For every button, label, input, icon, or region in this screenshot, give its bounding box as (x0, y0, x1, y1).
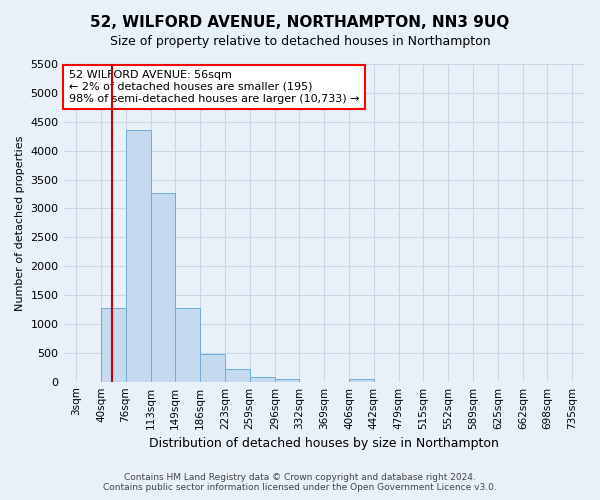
Bar (275, 379, 299, 382)
Bar (151, 192, 175, 382)
Bar (125, 130, 151, 382)
Bar (349, 379, 374, 382)
Text: 52 WILFORD AVENUE: 56sqm
← 2% of detached houses are smaller (195)
98% of semi-d: 52 WILFORD AVENUE: 56sqm ← 2% of detache… (69, 70, 359, 104)
Text: 52, WILFORD AVENUE, NORTHAMPTON, NN3 9UQ: 52, WILFORD AVENUE, NORTHAMPTON, NN3 9UQ (91, 15, 509, 30)
Bar (225, 368, 250, 382)
X-axis label: Distribution of detached houses by size in Northampton: Distribution of detached houses by size … (149, 437, 499, 450)
Text: Size of property relative to detached houses in Northampton: Size of property relative to detached ho… (110, 35, 490, 48)
Text: Contains HM Land Registry data © Crown copyright and database right 2024.
Contai: Contains HM Land Registry data © Crown c… (103, 473, 497, 492)
Bar (250, 378, 275, 382)
Bar (101, 308, 125, 382)
Bar (175, 308, 200, 382)
Bar (200, 354, 225, 382)
Y-axis label: Number of detached properties: Number of detached properties (15, 135, 25, 310)
